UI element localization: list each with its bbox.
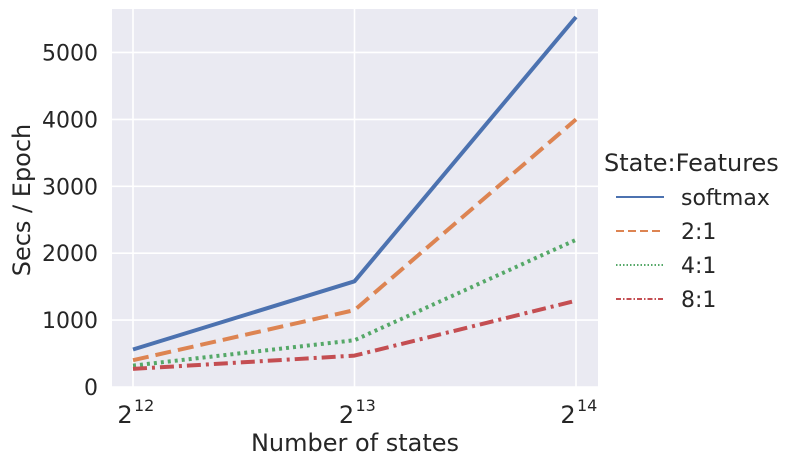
x-tick-label: 2 xyxy=(339,401,354,429)
legend: State:Features softmax 2:1 4:1 8:1 xyxy=(604,149,779,313)
y-tick-label: 5000 xyxy=(42,41,98,66)
legend-label: 2:1 xyxy=(681,220,716,245)
x-tick-label: 2 xyxy=(560,401,575,429)
y-tick-label: 0 xyxy=(84,376,98,401)
legend-label: 8:1 xyxy=(681,288,716,313)
y-tick-label: 3000 xyxy=(42,175,98,200)
legend-title: State:Features xyxy=(604,149,779,177)
x-tick-exponent: 13 xyxy=(356,396,376,415)
y-tick-label: 4000 xyxy=(42,108,98,133)
legend-label: 4:1 xyxy=(681,254,716,279)
x-tick-exponent: 14 xyxy=(577,396,597,415)
legend-label: softmax xyxy=(681,186,770,211)
y-axis-label: Secs / Epoch xyxy=(8,124,36,277)
series-line-3 xyxy=(132,237,577,368)
series-line-2 xyxy=(132,117,578,363)
series-lines xyxy=(132,15,578,371)
x-tick-label: 2 xyxy=(117,401,132,429)
y-axis-ticks: 0 1000 2000 3000 4000 5000 xyxy=(42,41,98,401)
x-tick-exponent: 12 xyxy=(134,396,154,415)
y-tick-label: 1000 xyxy=(42,309,98,334)
series-line-1 xyxy=(132,15,578,352)
gridlines xyxy=(112,9,598,388)
y-tick-label: 2000 xyxy=(42,242,98,267)
x-axis-label: Number of states xyxy=(251,429,459,457)
x-axis-ticks: 2 12 2 13 2 14 xyxy=(117,396,597,429)
series-line-4 xyxy=(132,298,577,371)
